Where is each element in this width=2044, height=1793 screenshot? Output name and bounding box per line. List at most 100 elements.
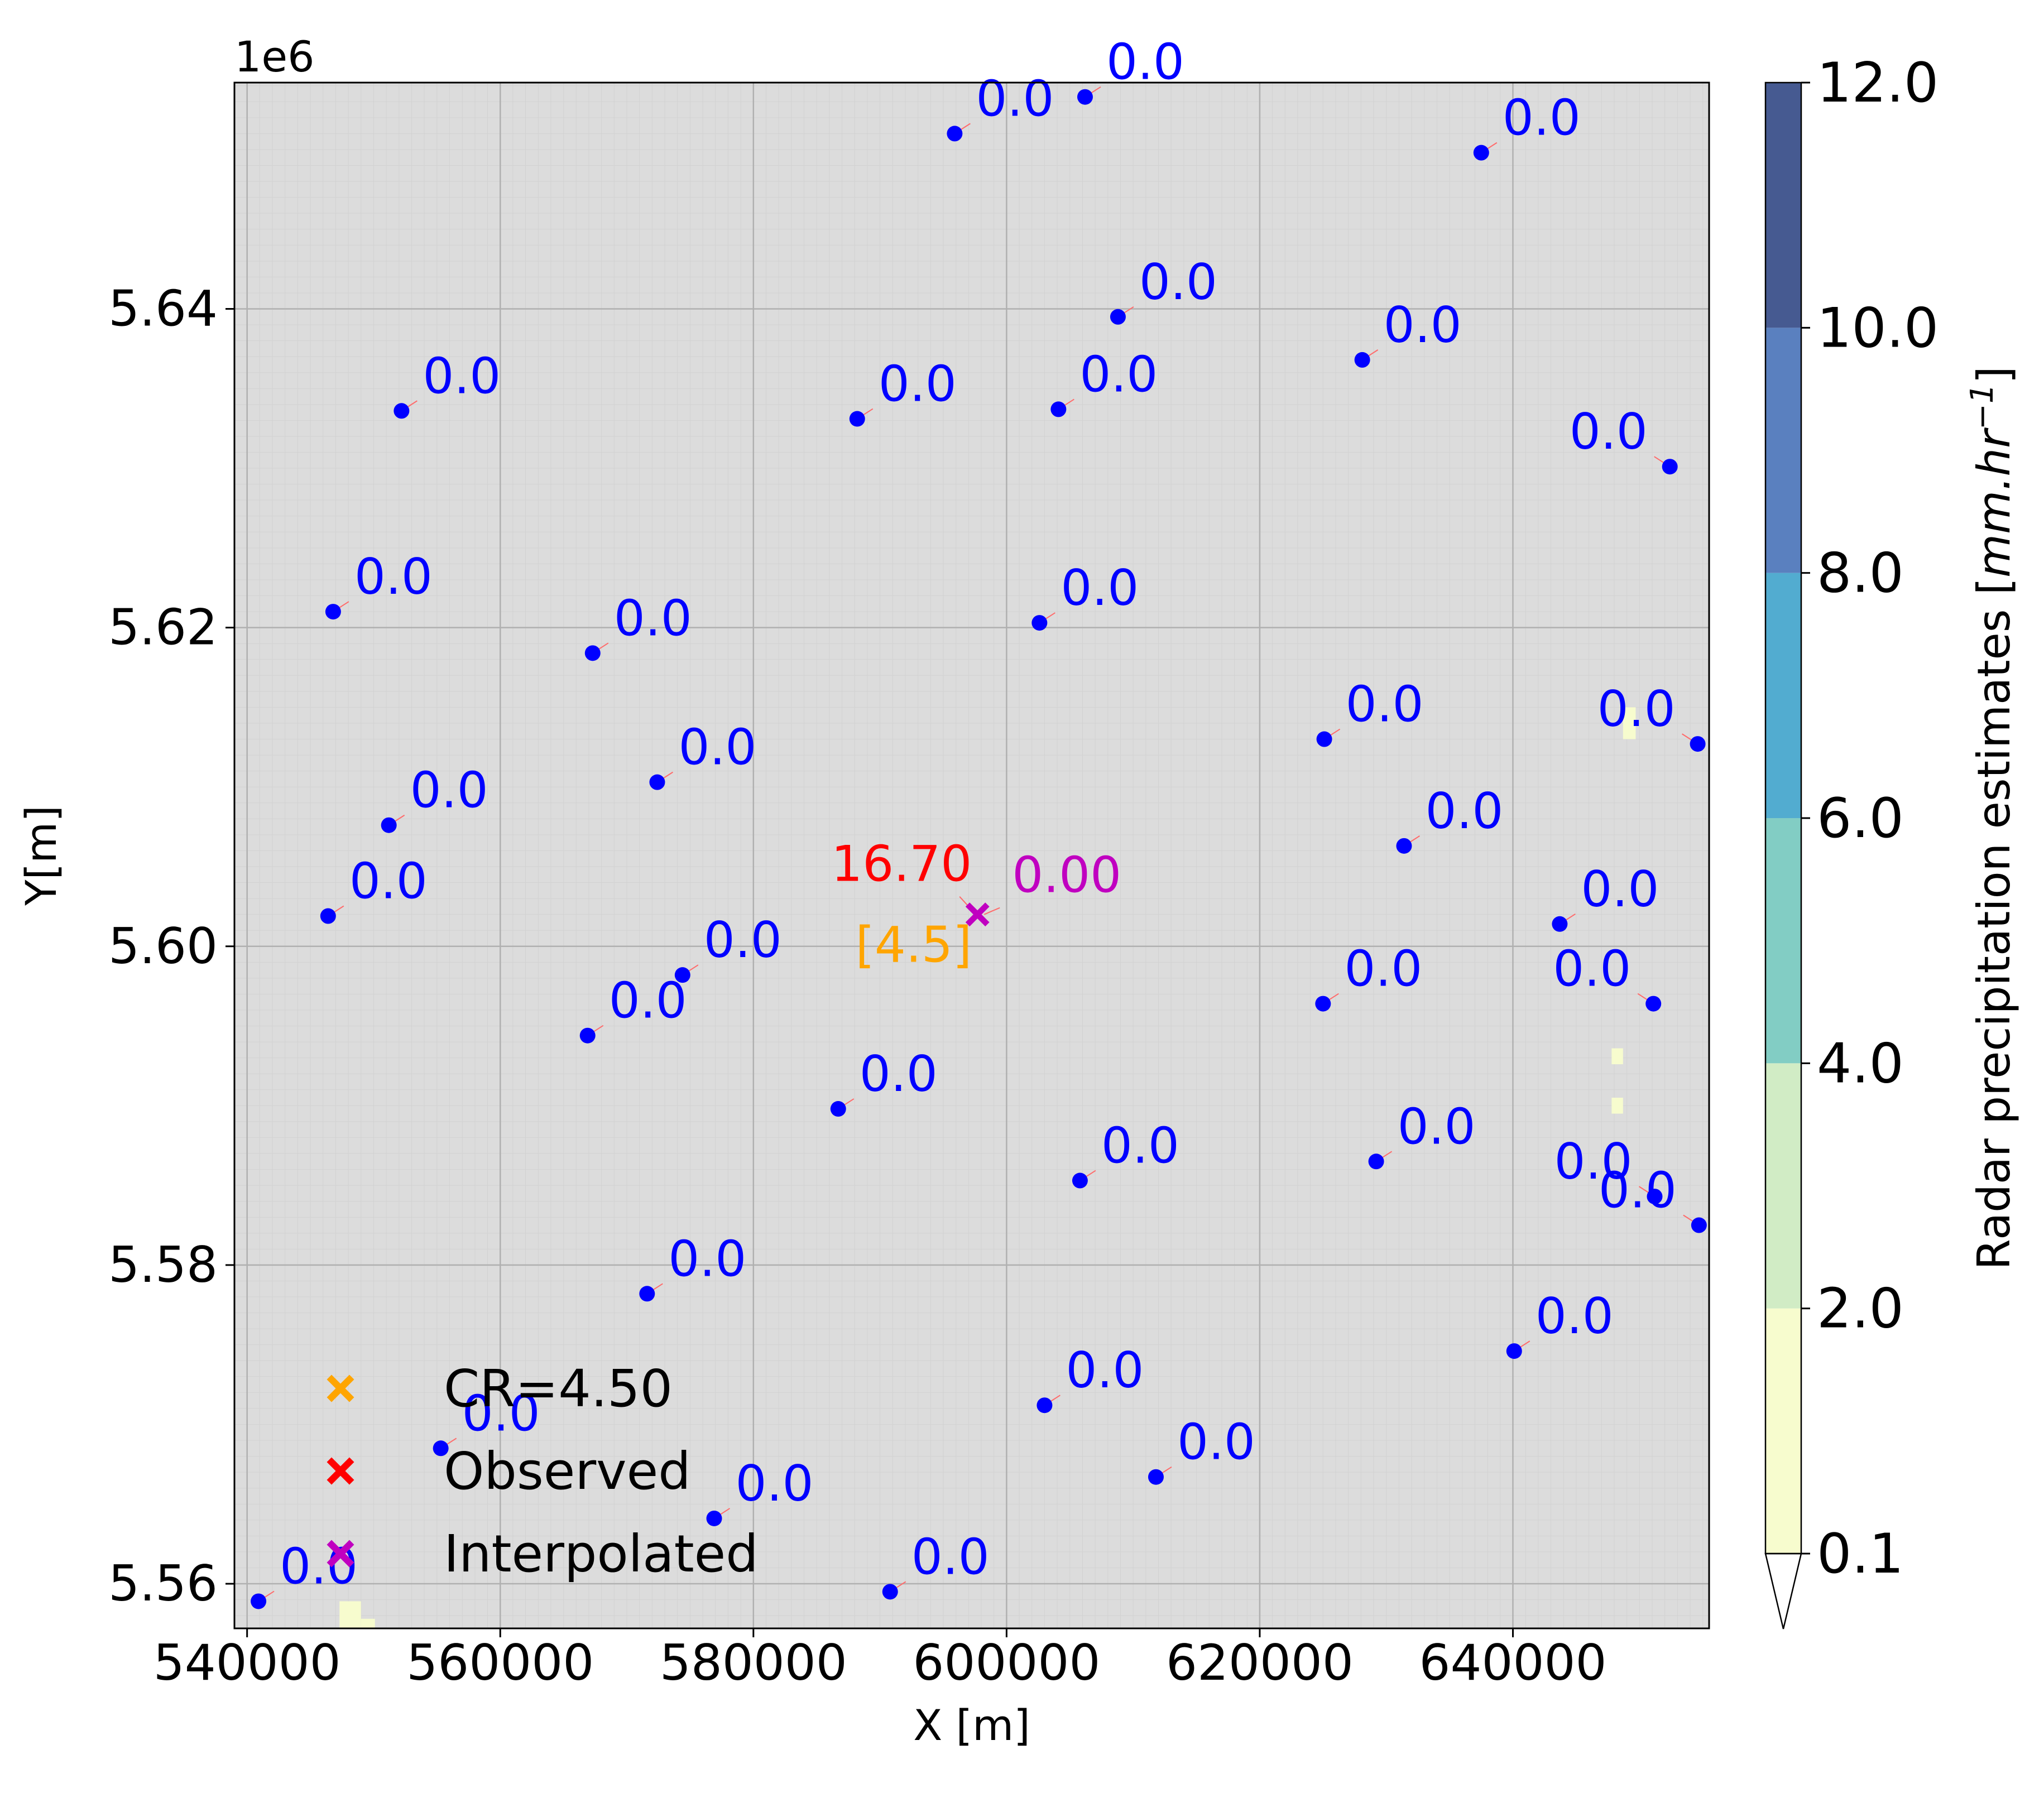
station-value-label: 0.0 — [1139, 253, 1217, 311]
station-value-label: 0.0 — [1101, 1117, 1179, 1175]
y-tick-label: 5.62 — [108, 599, 218, 656]
station-value-label: 0.0 — [668, 1230, 746, 1287]
station-point — [394, 403, 410, 419]
station-value-label: 0.0 — [678, 719, 756, 776]
station-point — [830, 1101, 846, 1117]
station-point — [1396, 838, 1412, 854]
x-tick-label: 620000 — [1166, 1634, 1354, 1691]
station-value-label: 0.0 — [1384, 296, 1462, 354]
y-tick-label: 5.58 — [108, 1236, 218, 1294]
station-value-label: 0.0 — [462, 1385, 540, 1442]
colorbar-tick-label: 8.0 — [1817, 542, 1904, 605]
station-point — [947, 126, 963, 142]
station-value-label: 0.0 — [1554, 1133, 1633, 1190]
station-value-label: 0.0 — [1597, 680, 1676, 738]
colorbar-tick-label: 2.0 — [1817, 1277, 1904, 1341]
interpolated-marker — [965, 902, 990, 927]
station-point — [1037, 1397, 1053, 1414]
colorbar-segment — [1765, 1063, 1801, 1309]
station-point — [1506, 1343, 1522, 1359]
station-value-label: 0.0 — [1599, 1162, 1677, 1219]
x-tick-label: 540000 — [153, 1634, 341, 1691]
station-value-label: 0.0 — [1536, 1287, 1614, 1345]
station-point — [579, 1027, 596, 1044]
station-point — [649, 774, 665, 790]
station-value-label: 0.0 — [349, 853, 428, 910]
colorbar-segment — [1765, 573, 1801, 818]
radar-cells — [339, 707, 1636, 1628]
station-value-label: 0.0 — [911, 1528, 990, 1585]
station-point — [706, 1510, 722, 1526]
observed-value-label: 16.70 — [831, 835, 972, 893]
plot-frame — [233, 81, 1710, 1629]
station-value-label: 0.0 — [1106, 33, 1184, 91]
station-value-label: 0.0 — [423, 347, 501, 405]
station-point — [1473, 145, 1489, 161]
station-value-label: 0.0 — [410, 762, 488, 819]
station-value-label: 0.0 — [609, 972, 687, 1030]
legend-label: CR=4.50 — [444, 1359, 673, 1419]
minor-grid — [234, 83, 1709, 1628]
station-value-label: 0.0 — [736, 1455, 814, 1512]
station-point — [1072, 1172, 1088, 1189]
station-point — [1110, 309, 1126, 325]
station-point — [1552, 916, 1568, 932]
station-point — [320, 908, 336, 924]
colorbar-tick-label: 6.0 — [1817, 787, 1904, 850]
x-axis: 540000 560000 580000 600000 620000 640000 — [153, 1628, 1606, 1691]
station-value-label: 0.0 — [1344, 940, 1422, 998]
station-point — [381, 817, 397, 833]
station-value-label: 0.0 — [1553, 940, 1631, 998]
y-offset-label: 1e6 — [234, 32, 314, 81]
y-axis: 5.56 5.58 5.60 5.62 5.64 — [108, 280, 234, 1612]
colorbar-segment — [1765, 328, 1801, 573]
station-value-label: 0.0 — [704, 911, 782, 969]
station-value-label: 0.0 — [1503, 89, 1581, 147]
radar-cell — [339, 1601, 361, 1628]
legend-label: Observed — [444, 1441, 691, 1501]
target-point: 16.70 0.00 [4.5] — [831, 835, 1121, 974]
station-point — [1691, 1217, 1707, 1233]
station-points: 0.00.00.00.00.00.00.00.00.00.00.00.00.00… — [251, 33, 1707, 1609]
legend: CR=4.50 Observed Interpolated — [327, 1359, 759, 1584]
station-value-label: 0.0 — [1061, 559, 1139, 617]
legend-marker — [327, 1540, 354, 1568]
major-grid — [234, 83, 1709, 1628]
y-axis-label: Y[m] — [16, 805, 66, 906]
legend-label: Interpolated — [444, 1524, 759, 1584]
x-axis-label: X [m] — [913, 1700, 1030, 1750]
colorbar-segment — [1765, 83, 1801, 328]
station-point — [1354, 352, 1370, 368]
station-value-label: 0.0 — [1346, 676, 1424, 733]
station-point — [1647, 1189, 1663, 1205]
interpolated-leader — [983, 907, 1000, 915]
station-point — [1645, 996, 1662, 1012]
interpolated-value-label: 0.00 — [1012, 847, 1121, 904]
colorbar-tick-label: 12.0 — [1817, 51, 1939, 115]
colorbar-segment — [1765, 1308, 1801, 1554]
station-point — [639, 1286, 655, 1302]
station-point — [1050, 401, 1067, 417]
station-point — [1368, 1153, 1384, 1170]
station-point — [584, 645, 601, 661]
station-point — [674, 967, 690, 983]
station-value-label: 0.0 — [1398, 1098, 1476, 1155]
station-point — [251, 1593, 267, 1609]
plot-background — [234, 83, 1709, 1628]
x-tick-label: 580000 — [660, 1634, 847, 1691]
colorbar-segment — [1765, 818, 1801, 1064]
radar-cell — [361, 1618, 375, 1628]
legend-marker — [327, 1374, 354, 1402]
x-tick-label: 600000 — [913, 1634, 1100, 1691]
colorbar-tick-label: 10.0 — [1817, 296, 1939, 360]
colorbar-label: Radar precipitation estimates [mm.hr−1] — [1964, 366, 2020, 1270]
cr-value-label: [4.5] — [856, 916, 972, 974]
station-point — [1690, 736, 1706, 752]
plot-area: 0.00.00.00.00.00.00.00.00.00.00.00.00.00… — [233, 33, 1710, 1629]
station-value-label: 0.0 — [614, 589, 692, 647]
y-tick-label: 5.56 — [108, 1555, 218, 1612]
station-value-label: 0.0 — [976, 70, 1054, 127]
station-value-label: 0.0 — [1079, 345, 1158, 403]
station-value-label: 0.0 — [1177, 1414, 1255, 1471]
